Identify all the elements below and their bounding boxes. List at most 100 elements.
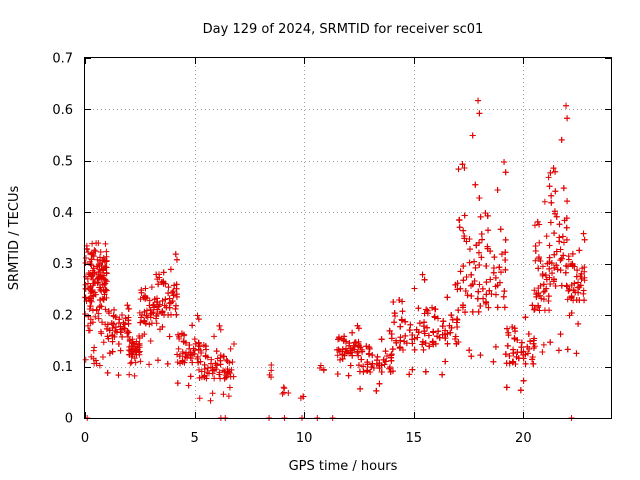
data-point bbox=[573, 273, 580, 280]
data-point bbox=[139, 311, 146, 318]
data-point bbox=[556, 238, 563, 245]
data-point bbox=[529, 302, 536, 309]
data-point bbox=[87, 303, 94, 310]
data-point bbox=[422, 368, 429, 375]
data-point bbox=[99, 353, 106, 360]
data-point bbox=[125, 305, 132, 312]
data-point bbox=[483, 279, 490, 286]
data-point bbox=[409, 340, 416, 347]
data-point bbox=[130, 340, 137, 347]
data-point bbox=[129, 339, 136, 346]
data-point bbox=[127, 360, 134, 367]
data-point bbox=[571, 280, 578, 287]
data-point bbox=[498, 269, 505, 276]
data-point bbox=[539, 349, 546, 356]
data-point bbox=[148, 310, 155, 317]
data-point bbox=[351, 346, 358, 353]
data-point bbox=[415, 329, 422, 336]
data-point bbox=[552, 188, 559, 195]
data-point bbox=[128, 359, 135, 366]
data-point bbox=[369, 352, 376, 359]
data-point bbox=[468, 353, 475, 360]
data-point bbox=[540, 281, 547, 288]
data-point bbox=[97, 249, 104, 256]
data-point bbox=[531, 287, 538, 294]
data-point bbox=[194, 312, 201, 319]
y-tick-label: 0.2 bbox=[52, 309, 73, 324]
data-point bbox=[143, 307, 150, 314]
data-point bbox=[162, 296, 169, 303]
data-point bbox=[185, 382, 192, 389]
data-point bbox=[104, 321, 111, 328]
data-point bbox=[411, 335, 418, 342]
data-point bbox=[192, 340, 199, 347]
data-point bbox=[189, 359, 196, 366]
data-point bbox=[187, 373, 194, 380]
data-point bbox=[207, 397, 214, 404]
data-point bbox=[490, 269, 497, 276]
chart-title: Day 129 of 2024, SRMTID for receiver sc0… bbox=[203, 22, 484, 37]
data-point bbox=[201, 374, 208, 381]
data-point bbox=[115, 372, 122, 379]
data-point bbox=[526, 345, 533, 352]
data-point bbox=[456, 224, 463, 231]
data-point bbox=[476, 281, 483, 288]
x-tick-label: 5 bbox=[190, 431, 198, 446]
data-point bbox=[464, 292, 471, 299]
data-point bbox=[125, 329, 132, 336]
data-point bbox=[360, 363, 367, 370]
data-point bbox=[578, 270, 585, 277]
data-point bbox=[552, 282, 559, 289]
data-point bbox=[419, 341, 426, 348]
data-point bbox=[101, 282, 108, 289]
data-point bbox=[106, 350, 113, 357]
y-tick-label: 0 bbox=[65, 412, 73, 427]
data-point bbox=[104, 369, 111, 376]
data-point bbox=[476, 262, 483, 269]
data-point bbox=[378, 362, 385, 369]
data-point bbox=[425, 332, 432, 339]
data-point bbox=[460, 227, 467, 234]
y-tick-label: 0.4 bbox=[52, 206, 73, 221]
data-point bbox=[426, 343, 433, 350]
data-point bbox=[363, 343, 370, 350]
data-point bbox=[116, 316, 123, 323]
data-point bbox=[99, 295, 106, 302]
data-point bbox=[334, 371, 341, 378]
data-point bbox=[84, 322, 91, 329]
data-point bbox=[429, 304, 436, 311]
data-point bbox=[435, 315, 442, 322]
data-point bbox=[382, 348, 389, 355]
data-point bbox=[563, 224, 570, 231]
data-point bbox=[102, 280, 109, 287]
x-tick-label: 0 bbox=[81, 431, 89, 446]
data-point bbox=[125, 347, 132, 354]
data-point bbox=[180, 338, 187, 345]
data-point bbox=[211, 367, 218, 374]
y-tick-label: 0.6 bbox=[52, 103, 73, 118]
data-point bbox=[399, 308, 406, 315]
data-point bbox=[285, 390, 292, 397]
data-point bbox=[444, 330, 451, 337]
data-point bbox=[125, 333, 132, 340]
data-point bbox=[525, 330, 532, 337]
data-point bbox=[82, 310, 89, 317]
data-point bbox=[103, 287, 110, 294]
data-points bbox=[82, 97, 588, 421]
data-point bbox=[355, 338, 362, 345]
data-point bbox=[468, 292, 475, 299]
data-point bbox=[142, 295, 149, 302]
data-point bbox=[539, 271, 546, 278]
data-point bbox=[461, 164, 468, 171]
data-point bbox=[82, 273, 89, 280]
data-point bbox=[400, 346, 407, 353]
data-point bbox=[165, 290, 172, 297]
data-point bbox=[85, 249, 92, 256]
data-point bbox=[223, 356, 230, 363]
data-point bbox=[469, 281, 476, 288]
data-point bbox=[86, 295, 93, 302]
data-point bbox=[409, 332, 416, 339]
data-point bbox=[469, 132, 476, 139]
data-point bbox=[388, 335, 395, 342]
data-point bbox=[543, 233, 550, 240]
